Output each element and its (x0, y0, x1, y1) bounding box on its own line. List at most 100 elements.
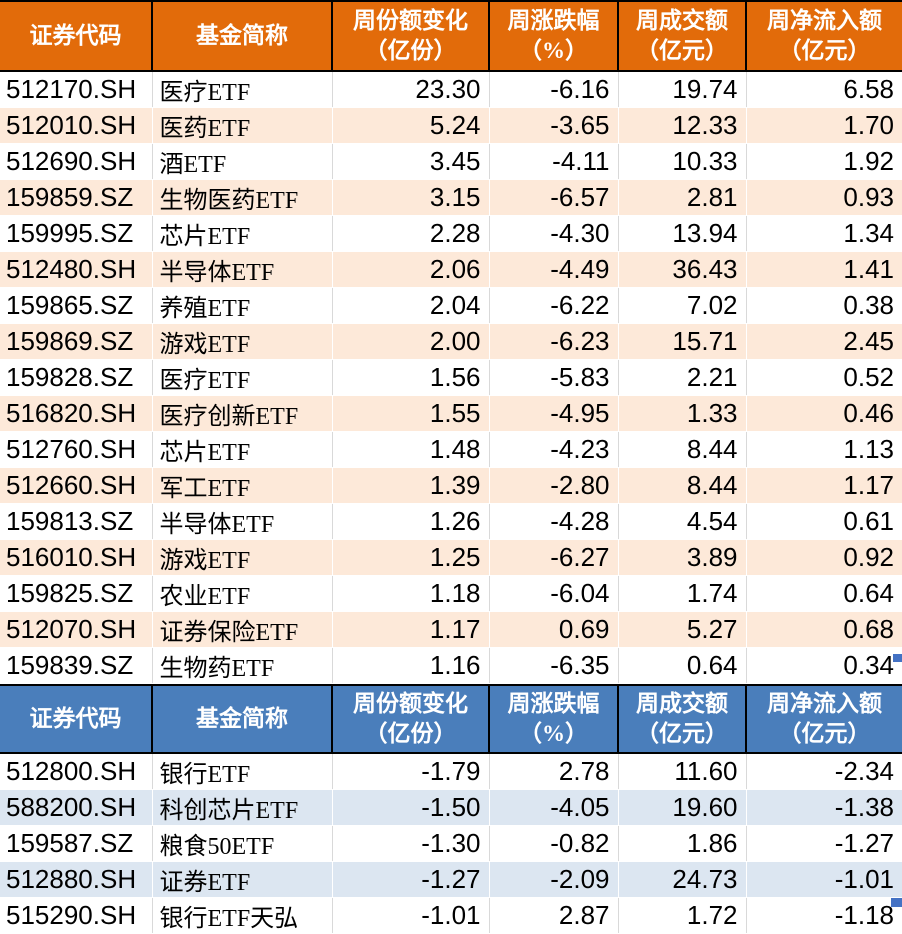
value-cell[interactable]: 8.44 (617, 467, 746, 504)
value-cell[interactable]: 2.45 (745, 323, 902, 360)
value-cell[interactable]: -6.04 (488, 575, 618, 612)
security-code-cell[interactable]: 512880.SH (0, 861, 152, 898)
value-cell[interactable]: 1.18 (331, 575, 489, 612)
value-cell[interactable]: -4.28 (488, 503, 618, 540)
value-cell[interactable]: 3.15 (331, 179, 489, 216)
value-cell[interactable]: 4.54 (617, 503, 746, 540)
value-cell[interactable]: 2.87 (488, 897, 618, 934)
column-header[interactable]: 周成交额 （亿元） (617, 0, 746, 72)
security-code-cell[interactable]: 159865.SZ (0, 287, 152, 324)
value-cell[interactable]: 0.61 (745, 503, 902, 540)
fund-name-cell[interactable]: 酒ETF (151, 143, 332, 180)
fund-name-cell[interactable]: 农业ETF (151, 575, 332, 612)
value-cell[interactable]: 3.45 (331, 143, 489, 180)
value-cell[interactable]: -1.38 (745, 789, 902, 826)
value-cell[interactable]: -4.49 (488, 251, 618, 288)
value-cell[interactable]: 2.06 (331, 251, 489, 288)
security-code-cell[interactable]: 512480.SH (0, 251, 152, 288)
fund-name-cell[interactable]: 半导体ETF (151, 503, 332, 540)
value-cell[interactable]: 24.73 (617, 861, 746, 898)
value-cell[interactable]: -2.34 (745, 753, 902, 790)
fund-name-cell[interactable]: 银行ETF (151, 753, 332, 790)
column-header[interactable]: 周净流入额 （亿元） (745, 684, 902, 754)
value-cell[interactable]: 11.60 (617, 753, 746, 790)
value-cell[interactable]: -4.23 (488, 431, 618, 468)
value-cell[interactable]: 36.43 (617, 251, 746, 288)
security-code-cell[interactable]: 512760.SH (0, 431, 152, 468)
value-cell[interactable]: -2.09 (488, 861, 618, 898)
value-cell[interactable]: 1.17 (745, 467, 902, 504)
security-code-cell[interactable]: 159859.SZ (0, 179, 152, 216)
value-cell[interactable]: 0.64 (617, 647, 746, 684)
value-cell[interactable]: -1.01 (745, 861, 902, 898)
value-cell[interactable]: 2.81 (617, 179, 746, 216)
fund-name-cell[interactable]: 医疗ETF (151, 359, 332, 396)
fund-name-cell[interactable]: 生物药ETF (151, 647, 332, 684)
value-cell[interactable]: 1.25 (331, 539, 489, 576)
fund-name-cell[interactable]: 芯片ETF (151, 215, 332, 252)
value-cell[interactable]: 7.02 (617, 287, 746, 324)
value-cell[interactable]: 5.27 (617, 611, 746, 648)
value-cell[interactable]: -1.01 (331, 897, 489, 934)
value-cell[interactable]: 0.52 (745, 359, 902, 396)
value-cell[interactable]: 19.60 (617, 789, 746, 826)
value-cell[interactable]: 12.33 (617, 107, 746, 144)
value-cell[interactable]: -5.83 (488, 359, 618, 396)
fund-name-cell[interactable]: 游戏ETF (151, 323, 332, 360)
value-cell[interactable]: -6.35 (488, 647, 618, 684)
value-cell[interactable]: 1.74 (617, 575, 746, 612)
value-cell[interactable]: 1.16 (331, 647, 489, 684)
value-cell[interactable]: -4.30 (488, 215, 618, 252)
value-cell[interactable]: 3.89 (617, 539, 746, 576)
fund-name-cell[interactable]: 芯片ETF (151, 431, 332, 468)
security-code-cell[interactable]: 512800.SH (0, 753, 152, 790)
security-code-cell[interactable]: 159813.SZ (0, 503, 152, 540)
fund-name-cell[interactable]: 养殖ETF (151, 287, 332, 324)
security-code-cell[interactable]: 516010.SH (0, 539, 152, 576)
value-cell[interactable]: -4.11 (488, 143, 618, 180)
value-cell[interactable]: 0.34 (745, 647, 902, 684)
value-cell[interactable]: 2.04 (331, 287, 489, 324)
value-cell[interactable]: 2.00 (331, 323, 489, 360)
value-cell[interactable]: 1.72 (617, 897, 746, 934)
security-code-cell[interactable]: 588200.SH (0, 789, 152, 826)
fund-name-cell[interactable]: 生物医药ETF (151, 179, 332, 216)
column-header[interactable]: 周净流入额 （亿元） (745, 0, 902, 72)
security-code-cell[interactable]: 516820.SH (0, 395, 152, 432)
security-code-cell[interactable]: 159828.SZ (0, 359, 152, 396)
security-code-cell[interactable]: 159839.SZ (0, 647, 152, 684)
column-header[interactable]: 证券代码 (0, 684, 152, 754)
value-cell[interactable]: -4.05 (488, 789, 618, 826)
security-code-cell[interactable]: 159995.SZ (0, 215, 152, 252)
column-header[interactable]: 周涨跌幅 （%） (488, 684, 618, 754)
fund-name-cell[interactable]: 半导体ETF (151, 251, 332, 288)
value-cell[interactable]: 0.68 (745, 611, 902, 648)
column-header[interactable]: 周份额变化 （亿份） (331, 0, 489, 72)
selection-fill-handle[interactable] (893, 654, 902, 662)
column-header[interactable]: 证券代码 (0, 0, 152, 72)
value-cell[interactable]: 19.74 (617, 71, 746, 108)
fund-name-cell[interactable]: 证券ETF (151, 861, 332, 898)
fund-name-cell[interactable]: 军工ETF (151, 467, 332, 504)
security-code-cell[interactable]: 159825.SZ (0, 575, 152, 612)
value-cell[interactable]: 1.33 (617, 395, 746, 432)
value-cell[interactable]: 15.71 (617, 323, 746, 360)
security-code-cell[interactable]: 512690.SH (0, 143, 152, 180)
value-cell[interactable]: 2.28 (331, 215, 489, 252)
value-cell[interactable]: 6.58 (745, 71, 902, 108)
value-cell[interactable]: 1.13 (745, 431, 902, 468)
column-header[interactable]: 周份额变化 （亿份） (331, 684, 489, 754)
value-cell[interactable]: -1.50 (331, 789, 489, 826)
security-code-cell[interactable]: 159587.SZ (0, 825, 152, 862)
value-cell[interactable]: 0.69 (488, 611, 618, 648)
value-cell[interactable]: -6.57 (488, 179, 618, 216)
fund-name-cell[interactable]: 游戏ETF (151, 539, 332, 576)
fund-name-cell[interactable]: 科创芯片ETF (151, 789, 332, 826)
value-cell[interactable]: -1.27 (745, 825, 902, 862)
column-header[interactable]: 基金简称 (151, 684, 332, 754)
value-cell[interactable]: 1.41 (745, 251, 902, 288)
fund-name-cell[interactable]: 证券保险ETF (151, 611, 332, 648)
value-cell[interactable]: 0.92 (745, 539, 902, 576)
value-cell[interactable]: 1.39 (331, 467, 489, 504)
security-code-cell[interactable]: 512010.SH (0, 107, 152, 144)
